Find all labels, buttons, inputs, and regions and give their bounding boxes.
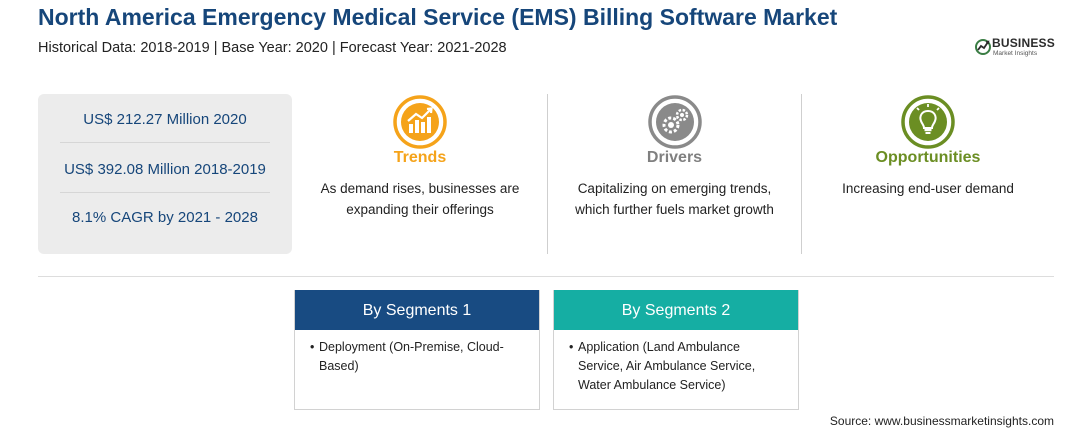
page-title: North America Emergency Medical Service … <box>38 4 838 30</box>
stat-market-value-historical: US$ 392.08 Million 2018-2019 <box>64 161 266 178</box>
insight-heading-drivers: Drivers <box>646 149 703 166</box>
column-divider <box>801 94 802 254</box>
column-divider <box>547 94 548 254</box>
bullet-marker: • <box>310 340 315 354</box>
growth-chart-icon <box>393 95 447 149</box>
bullet-marker: • <box>569 340 574 354</box>
stat-market-value-2020: US$ 212.27 Million 2020 <box>83 111 247 128</box>
insight-description-drivers: Capitalizing on emerging trends, which f… <box>575 181 774 217</box>
stat-divider <box>60 142 270 143</box>
stat-cagr: 8.1% CAGR by 2021 - 2028 <box>72 209 258 226</box>
source-citation: Source: www.businessmarketinsights.com <box>829 414 1054 428</box>
lightbulb-icon <box>901 95 955 149</box>
segment-card-1: By Segments 1 • Deployment (On-Premise, … <box>294 290 540 410</box>
segment-title-2: By Segments 2 <box>554 290 798 330</box>
insight-description-opportunities: Increasing end-user demand <box>842 181 1014 196</box>
segment-body-1: • Deployment (On-Premise, Cloud-Based) <box>295 330 539 376</box>
logo-name: BUSINESS <box>992 36 1055 50</box>
insight-heading-opportunities: Opportunities <box>875 149 981 166</box>
segment-title-1: By Segments 1 <box>295 290 539 330</box>
gears-icon <box>647 95 702 149</box>
insight-heading-trends: Trends <box>393 149 447 166</box>
market-stats-panel: US$ 212.27 Million 2020 US$ 392.08 Milli… <box>38 94 292 254</box>
segment-body-2: • Application (Land Ambulance Service, A… <box>554 330 798 395</box>
page-subtitle: Historical Data: 2018-2019 | Base Year: … <box>38 40 507 56</box>
insight-description-trends: As demand rises, businesses are expandin… <box>320 181 520 217</box>
segment-item-application: Application (Land Ambulance Service, Air… <box>578 340 756 392</box>
segment-card-2: By Segments 2 • Application (Land Ambula… <box>553 290 799 410</box>
logo-tagline: Market Insights <box>993 50 1038 57</box>
stat-divider <box>60 192 270 193</box>
logo-globe-icon <box>975 39 991 55</box>
brand-logo[interactable]: BUSINESS Market Insights <box>974 35 1058 61</box>
section-divider <box>38 276 1054 277</box>
segment-item-deployment: Deployment (On-Premise, Cloud-Based) <box>319 340 504 373</box>
